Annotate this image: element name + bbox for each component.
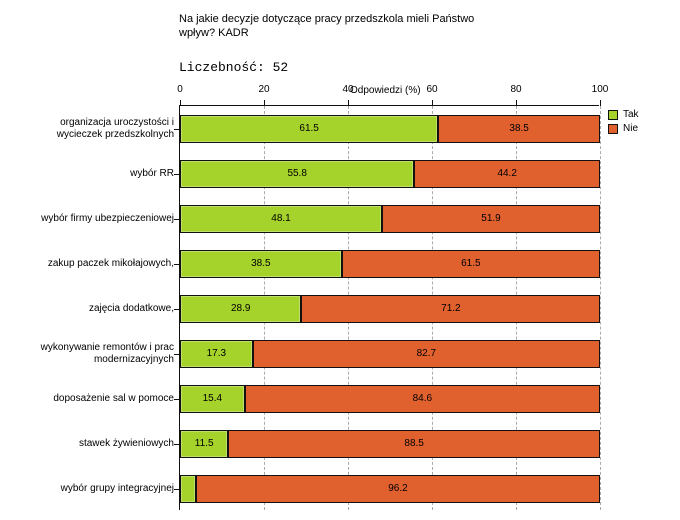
x-tick [600, 100, 601, 106]
bar-value: 88.5 [404, 438, 423, 449]
chart-container: Na jakie decyzje dotyczące pracy przedsz… [0, 0, 680, 520]
bar-value: 11.5 [195, 438, 214, 449]
legend-item-nie: Nie [608, 123, 639, 134]
category-label: organizacja uroczystości i wycieczek prz… [20, 117, 180, 141]
bar-value: 17.3 [207, 348, 226, 359]
bar-segment-nie: 61.5 [342, 250, 600, 278]
bar-value: 61.5 [299, 123, 318, 134]
bar-value: 82.7 [417, 348, 436, 359]
bar-value: 38.5 [509, 123, 528, 134]
x-tick-label: 40 [342, 84, 353, 95]
category-label: zakup paczek mikołajowych, [20, 258, 180, 270]
bar-value: 48.1 [271, 213, 290, 224]
bar-row: wybór firmy ubezpieczeniowej48.151.9 [180, 196, 599, 241]
legend-swatch [608, 110, 618, 120]
title-line-2: wpływ? KADR [179, 27, 249, 39]
category-label: stawek żywieniowych [20, 438, 180, 450]
chart-subtitle: Liczebność: 52 [179, 60, 288, 75]
bar-segment-tak: 28.9 [180, 295, 301, 323]
bar-value: 15.4 [203, 393, 222, 404]
x-tick-label: 0 [177, 84, 183, 95]
bar-row: zajęcia dodatkowe,28.971.2 [180, 286, 599, 331]
x-tick-label: 100 [592, 84, 609, 95]
bar-row: wybór grupy integracyjnej96.2 [180, 466, 599, 511]
bar-value: 51.9 [481, 213, 500, 224]
x-tick-label: 60 [426, 84, 437, 95]
bar-segment-nie: 38.5 [438, 115, 600, 143]
bar-segment-tak: 38.5 [180, 250, 342, 278]
bar-segment-nie: 88.5 [228, 430, 600, 458]
bar-segment-nie: 96.2 [196, 475, 600, 503]
bar-value: 61.5 [461, 258, 480, 269]
category-label: wykonywanie remontów i prac modernizacyj… [20, 342, 180, 366]
bar-segment-tak: 55.8 [180, 160, 414, 188]
legend-label: Tak [623, 109, 639, 120]
bar-segment-tak: 15.4 [180, 385, 245, 413]
bar-value: 38.5 [251, 258, 270, 269]
bar-segment-nie: 84.6 [245, 385, 600, 413]
legend-swatch [608, 124, 618, 134]
bar-value: 96.2 [388, 483, 407, 494]
bar-row: zakup paczek mikołajowych,38.561.5 [180, 241, 599, 286]
bar-segment-nie: 82.7 [253, 340, 600, 368]
bar-segment-tak: 11.5 [180, 430, 228, 458]
bar-row: stawek żywieniowych11.588.5 [180, 421, 599, 466]
bar-row: wykonywanie remontów i prac modernizacyj… [180, 331, 599, 376]
bar-segment-tak: 48.1 [180, 205, 382, 233]
bar-value: 84.6 [413, 393, 432, 404]
x-tick-label: 20 [258, 84, 269, 95]
bar-value: 55.8 [287, 168, 306, 179]
bar-value: 28.9 [231, 303, 250, 314]
category-label: wybór firmy ubezpieczeniowej [20, 213, 180, 225]
bar-segment-tak [180, 475, 196, 503]
bar-row: organizacja uroczystości i wycieczek prz… [180, 106, 599, 151]
legend-item-tak: Tak [608, 109, 639, 120]
bar-value: 71.2 [441, 303, 460, 314]
category-label: wybór grupy integracyjnej [20, 483, 180, 495]
bar-segment-nie: 44.2 [414, 160, 600, 188]
x-tick-label: 80 [510, 84, 521, 95]
legend: Tak Nie [608, 109, 639, 137]
bar-value: 44.2 [497, 168, 516, 179]
bar-segment-tak: 17.3 [180, 340, 253, 368]
bar-segment-nie: 51.9 [382, 205, 600, 233]
category-label: zajęcia dodatkowe, [20, 303, 180, 315]
category-label: wybór RR [20, 168, 180, 180]
title-line-1: Na jakie decyzje dotyczące pracy przedsz… [179, 13, 474, 25]
category-label: doposażenie sal w pomoce [20, 393, 180, 405]
chart-title: Na jakie decyzje dotyczące pracy przedsz… [179, 12, 474, 41]
bar-segment-tak: 61.5 [180, 115, 438, 143]
bar-row: wybór RR55.844.2 [180, 151, 599, 196]
bar-row: doposażenie sal w pomoce15.484.6 [180, 376, 599, 421]
plot-area: 020406080100organizacja uroczystości i w… [179, 105, 599, 510]
legend-label: Nie [623, 123, 638, 134]
x-axis-title: Odpowiedzi (%) [350, 85, 421, 96]
bar-segment-nie: 71.2 [301, 295, 600, 323]
